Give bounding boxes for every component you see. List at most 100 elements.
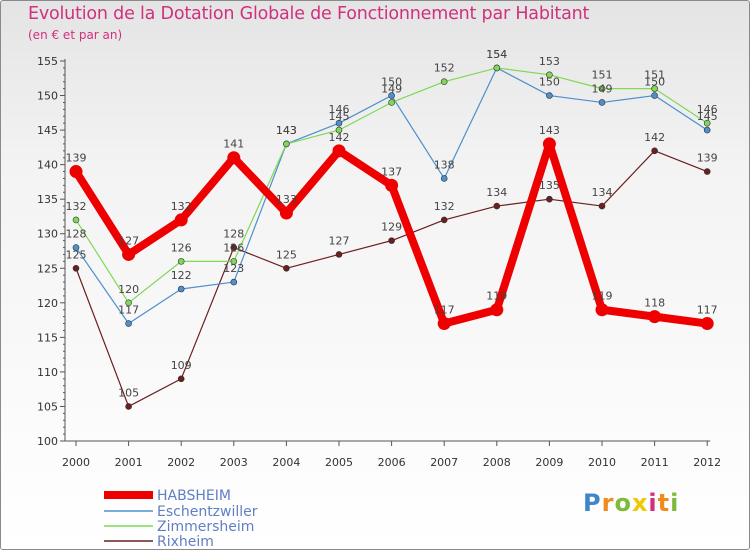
data-label-habsheim: 141: [223, 138, 244, 151]
data-label-rixheim: 129: [381, 221, 402, 234]
legend-label-zimmersheim: Zimmersheim: [157, 519, 254, 535]
data-label-habsheim: 132: [171, 200, 192, 213]
data-label-rixheim: 135: [539, 179, 560, 192]
legend-label-habsheim: HABSHEIM: [157, 488, 231, 504]
data-point-rixheim: [230, 244, 238, 251]
y-tick-label: 135: [37, 193, 58, 206]
data-point-rixheim: [335, 251, 343, 258]
x-tick-label: 2003: [220, 456, 248, 469]
data-point-habsheim: [174, 213, 188, 227]
x-tick-label: 2010: [588, 456, 616, 469]
data-point-rixheim: [651, 147, 658, 155]
data-point-eschentzwiller: [651, 92, 658, 99]
data-point-eschentzwiller: [125, 320, 132, 327]
data-point-zimmersheim: [230, 258, 238, 265]
data-point-zimmersheim: [598, 85, 606, 92]
data-label-eschentzwiller: 138: [434, 158, 455, 171]
chart-title: Evolution de la Dotation Globale de Fonc…: [28, 4, 590, 24]
data-point-rixheim: [177, 375, 185, 383]
y-tick-label: 120: [37, 297, 58, 310]
data-point-habsheim: [385, 178, 399, 192]
data-label-rixheim: 128: [223, 228, 244, 241]
data-point-zimmersheim: [283, 140, 290, 148]
y-tick-label: 105: [37, 400, 58, 413]
data-label-rixheim: 105: [118, 386, 139, 399]
data-label-eschentzwiller: 128: [66, 228, 87, 241]
data-label-eschentzwiller: 123: [223, 262, 244, 275]
data-label-rixheim: 125: [276, 248, 297, 261]
data-point-zimmersheim: [440, 78, 448, 86]
axes: 100 105 110 115 120 125 130 135 140 145 150 155 2000…: [37, 55, 721, 469]
data-label-habsheim: 119: [592, 290, 613, 303]
data-label-eschentzwiller: 150: [381, 76, 402, 89]
data-point-zimmersheim: [651, 85, 658, 92]
data-point-habsheim: [700, 317, 714, 331]
y-tick-label: 150: [37, 90, 58, 103]
x-tick-label: 2009: [535, 456, 563, 469]
data-point-eschentzwiller: [546, 92, 553, 99]
data-point-habsheim: [595, 303, 609, 317]
data-point-habsheim: [279, 206, 293, 220]
data-point-eschentzwiller: [177, 285, 185, 293]
data-label-habsheim: 137: [381, 165, 402, 178]
data-label-habsheim: 133: [276, 193, 297, 206]
data-point-rixheim: [703, 168, 711, 175]
data-label-eschentzwiller: 154: [486, 48, 507, 61]
data-point-habsheim: [69, 165, 83, 179]
data-point-eschentzwiller: [335, 119, 343, 127]
data-point-zimmersheim: [546, 71, 553, 79]
data-label-eschentzwiller: 117: [118, 304, 139, 317]
data-point-zimmersheim: [335, 126, 343, 134]
x-tick-label: 2007: [430, 456, 458, 469]
data-label-habsheim: 119: [486, 290, 507, 303]
y-tick-label: 140: [37, 159, 58, 172]
data-label-zimmersheim: 132: [66, 200, 87, 213]
data-label-habsheim: 139: [66, 152, 87, 165]
data-point-rixheim: [283, 264, 290, 272]
data-point-eschentzwiller: [598, 99, 606, 106]
data-label-eschentzwiller: 150: [644, 76, 665, 89]
data-label-rixheim: 142: [644, 131, 665, 144]
y-tick-label: 145: [37, 124, 58, 137]
data-point-habsheim: [437, 317, 451, 331]
legend-label-eschentzwiller: Eschentzwiller: [157, 504, 258, 520]
data-label-rixheim: 134: [486, 186, 507, 199]
data-label-rixheim: 132: [434, 200, 455, 213]
data-label-zimmersheim: 153: [539, 55, 560, 68]
data-point-habsheim: [122, 247, 136, 261]
data-label-eschentzwiller: 149: [592, 82, 613, 95]
data-label-eschentzwiller: 146: [329, 103, 350, 116]
data-label-eschentzwiller: 145: [697, 110, 718, 123]
data-label-habsheim: 117: [697, 304, 718, 317]
data-label-zimmersheim: 126: [223, 241, 244, 254]
data-label-zimmersheim: 151: [592, 69, 613, 82]
data-label-rixheim: 125: [66, 248, 87, 261]
data-point-rixheim: [388, 237, 395, 244]
data-label-zimmersheim: 151: [644, 69, 665, 82]
y-tick-label: 155: [37, 55, 58, 68]
data-point-rixheim: [598, 202, 606, 210]
x-tick-label: 2012: [693, 456, 721, 469]
y-tick-label: 130: [37, 228, 58, 241]
x-tick-label: 2011: [641, 456, 669, 469]
data-label-zimmersheim: 152: [434, 62, 455, 75]
data-label-zimmersheim: 149: [381, 82, 402, 95]
data-point-eschentzwiller: [72, 244, 80, 251]
x-tick-label: 2000: [62, 456, 90, 469]
data-point-eschentzwiller: [388, 92, 395, 99]
x-tick-label: 2001: [115, 456, 143, 469]
data-label-zimmersheim: 145: [329, 110, 350, 123]
data-point-zimmersheim: [493, 64, 501, 72]
proxiti-logo: Proxiti: [583, 489, 680, 517]
data-point-zimmersheim: [703, 119, 711, 127]
data-points: [69, 64, 714, 410]
data-point-zimmersheim: [125, 299, 132, 307]
data-point-habsheim: [490, 303, 504, 317]
data-label-eschentzwiller: 143: [276, 124, 297, 137]
x-tick-label: 2004: [272, 456, 300, 469]
x-tick-label: 2006: [378, 456, 406, 469]
data-point-zimmersheim: [177, 258, 185, 265]
data-label-eschentzwiller: 150: [539, 76, 560, 89]
